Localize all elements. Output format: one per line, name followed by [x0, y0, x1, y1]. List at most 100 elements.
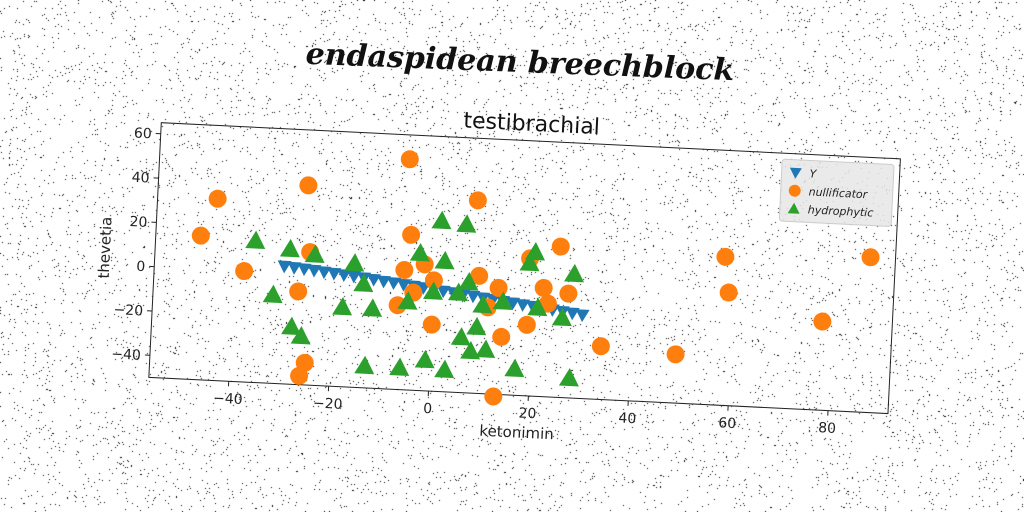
- point-y: [277, 260, 292, 274]
- point-hydrophytic: [389, 357, 410, 376]
- plot-area: [148, 122, 901, 415]
- point-hydrophytic: [504, 358, 525, 378]
- y-tick-label: 20: [129, 214, 148, 231]
- point-hydrophytic: [362, 298, 383, 317]
- point-hydrophytic: [414, 349, 435, 369]
- point-nullificator: [591, 337, 610, 356]
- point-nullificator: [235, 262, 254, 281]
- point-nullificator: [813, 312, 832, 331]
- x-tick-label: 0: [423, 401, 433, 417]
- x-tick-label: 20: [518, 406, 537, 423]
- legend-marker-nullificator: [788, 184, 801, 197]
- point-y: [516, 298, 531, 312]
- point-y: [387, 277, 401, 291]
- legend-label: Y: [809, 167, 818, 180]
- point-nullificator: [492, 327, 511, 346]
- point-nullificator: [422, 315, 441, 334]
- point-y: [436, 285, 451, 299]
- y-tick-label: −20: [113, 302, 143, 319]
- point-hydrophytic: [245, 230, 266, 250]
- point-nullificator: [289, 282, 308, 301]
- point-hydrophytic: [456, 214, 477, 233]
- y-tick-label: −40: [111, 346, 141, 363]
- point-nullificator: [716, 247, 735, 266]
- legend-box: [778, 158, 895, 227]
- point-y: [466, 290, 481, 304]
- legend-label: hydrophytic: [807, 203, 873, 219]
- point-nullificator: [666, 345, 685, 364]
- point-nullificator: [538, 294, 557, 313]
- legend-label: nullificator: [808, 185, 869, 201]
- point-hydrophytic: [492, 291, 513, 310]
- point-y: [396, 278, 411, 292]
- point-nullificator: [299, 176, 318, 195]
- point-nullificator: [400, 150, 419, 169]
- point-nullificator: [402, 225, 421, 244]
- point-hydrophytic: [551, 307, 572, 327]
- point-hydrophytic: [397, 291, 418, 310]
- point-nullificator: [468, 191, 487, 210]
- point-hydrophytic: [466, 316, 487, 336]
- point-hydrophytic: [354, 355, 375, 375]
- point-hydrophytic: [332, 296, 353, 316]
- point-hydrophytic: [434, 250, 455, 270]
- point-hydrophytic: [281, 316, 302, 336]
- y-tick-label: 0: [136, 259, 146, 275]
- point-y: [297, 263, 312, 277]
- point-hydrophytic: [558, 367, 579, 387]
- point-y: [486, 293, 501, 307]
- point-nullificator: [388, 296, 407, 315]
- point-hydrophytic: [450, 327, 471, 346]
- point-hydrophytic: [304, 244, 325, 264]
- point-nullificator: [517, 315, 536, 334]
- x-tick-label: −40: [213, 391, 243, 408]
- x-tick-label: 40: [618, 410, 637, 427]
- point-nullificator: [484, 387, 503, 406]
- point-y: [307, 264, 322, 278]
- point-y: [565, 307, 580, 321]
- point-nullificator: [559, 284, 578, 303]
- point-hydrophytic: [519, 252, 540, 272]
- point-nullificator: [861, 248, 880, 267]
- point-nullificator: [191, 226, 210, 245]
- x-axis-label: ketonimin: [479, 422, 554, 444]
- point-hydrophytic: [344, 253, 365, 272]
- point-nullificator: [208, 189, 227, 208]
- point-y: [337, 269, 352, 283]
- point-hydrophytic: [472, 294, 493, 314]
- point-y: [377, 275, 392, 289]
- point-hydrophytic: [422, 281, 443, 300]
- x-tick-label: 60: [718, 415, 737, 432]
- point-hydrophytic: [447, 282, 468, 302]
- point-hydrophytic: [290, 326, 311, 345]
- point-hydrophytic: [431, 210, 452, 230]
- x-tick-label: 80: [818, 420, 837, 437]
- point-hydrophytic: [475, 339, 496, 358]
- point-hydrophytic: [564, 263, 584, 283]
- legend-marker-y: [789, 167, 802, 179]
- point-y: [317, 266, 332, 280]
- point-y: [506, 297, 521, 311]
- point-hydrophytic: [458, 272, 479, 291]
- point-hydrophytic: [527, 297, 548, 317]
- legend-marker-hydrophytic: [787, 202, 800, 214]
- point-y: [347, 270, 362, 284]
- point-y: [327, 267, 342, 281]
- x-tick-label: −20: [313, 395, 343, 412]
- point-y: [287, 261, 302, 275]
- chart-title: testibrachial: [463, 108, 601, 140]
- y-tick-label: 60: [134, 125, 153, 142]
- point-nullificator: [395, 261, 414, 280]
- point-hydrophytic: [525, 242, 546, 261]
- point-hydrophytic: [279, 238, 300, 258]
- y-tick-label: 40: [131, 170, 150, 187]
- point-hydrophytic: [262, 284, 283, 304]
- point-nullificator: [290, 366, 309, 385]
- point-hydrophytic: [409, 243, 430, 262]
- point-hydrophytic: [460, 340, 481, 360]
- point-nullificator: [424, 271, 443, 290]
- point-nullificator: [719, 283, 738, 302]
